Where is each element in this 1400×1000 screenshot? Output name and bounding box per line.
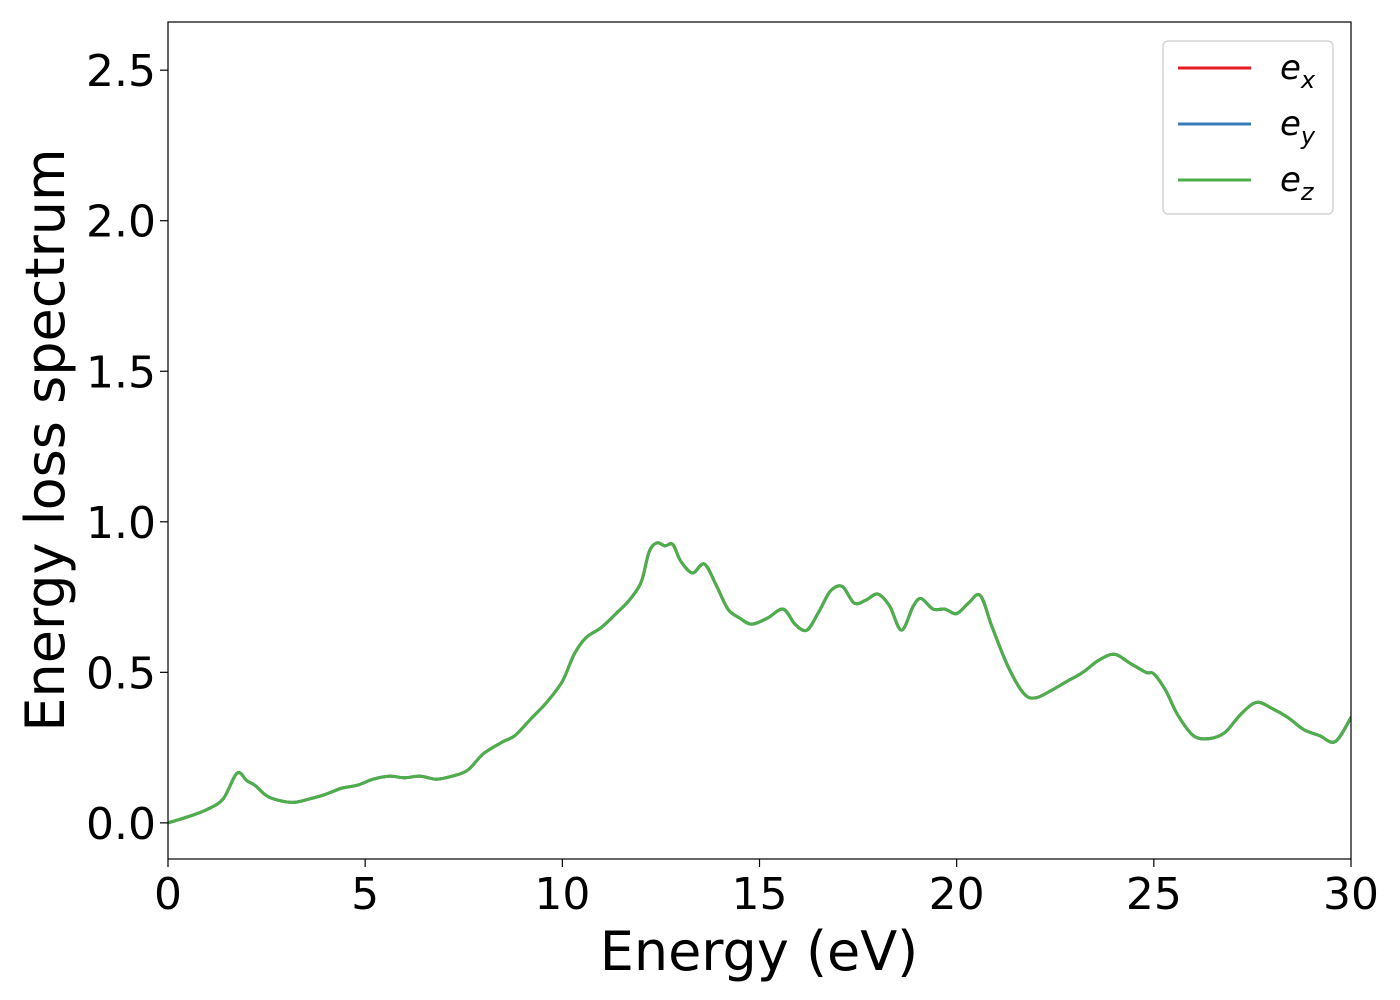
legend-label-ey: ey bbox=[1280, 104, 1316, 150]
x-tick-label: 30 bbox=[1323, 869, 1379, 920]
y-axis-title: Energy loss spectrum bbox=[14, 148, 77, 731]
legend-label-base: e bbox=[1280, 104, 1301, 144]
legend-box bbox=[1162, 40, 1334, 215]
legend-label-base: e bbox=[1280, 48, 1301, 88]
y-tick-label: 2.0 bbox=[86, 197, 156, 248]
legend-label-subscript: x bbox=[1300, 66, 1316, 94]
series-layer bbox=[168, 541, 1351, 825]
legend-label-base: e bbox=[1280, 160, 1301, 200]
x-tick-label: 25 bbox=[1126, 869, 1182, 920]
x-tick-label: 15 bbox=[732, 869, 788, 920]
y-tick-label: 0.5 bbox=[86, 648, 156, 699]
x-tick-label: 10 bbox=[534, 869, 590, 920]
legend-label-subscript: y bbox=[1300, 122, 1316, 150]
legend-label-ez: ez bbox=[1280, 160, 1315, 206]
x-tick-label: 20 bbox=[929, 869, 985, 920]
y-tick-label: 1.5 bbox=[86, 347, 156, 398]
x-axis-title: Energy (eV) bbox=[600, 920, 919, 983]
x-axis: 0 5 10 15 20 25 30 bbox=[154, 859, 1379, 920]
y-axis: 0.0 0.5 1.0 1.5 2.0 2.5 bbox=[86, 46, 168, 850]
series-line-ez bbox=[168, 541, 1351, 825]
y-tick-label: 2.5 bbox=[86, 46, 156, 97]
y-tick-label: 0.0 bbox=[86, 799, 156, 850]
y-tick-label: 1.0 bbox=[86, 498, 156, 549]
x-tick-label: 0 bbox=[154, 869, 182, 920]
legend-label-subscript: z bbox=[1300, 178, 1315, 206]
x-tick-label: 5 bbox=[351, 869, 379, 920]
legend-label-ex: ex bbox=[1280, 48, 1316, 94]
